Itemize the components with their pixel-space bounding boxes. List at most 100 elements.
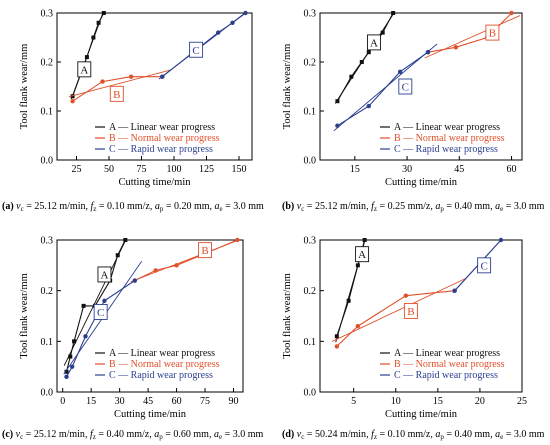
annotation-B-box [198, 242, 212, 259]
x-tick-label: 50 [104, 164, 114, 175]
x-tick-label: 60 [507, 164, 517, 175]
x-tick-label: 20 [475, 396, 485, 407]
series-B-point [70, 99, 75, 104]
annotation-B: B [485, 24, 500, 41]
series-B-point [153, 268, 158, 273]
series-A [334, 11, 396, 104]
legend-entry-A: A — Linear wear progress [394, 348, 500, 359]
caption-eq: = [503, 429, 514, 440]
caption-vc-value: 25.12 m/min [315, 201, 366, 212]
x-tick-label: 0 [60, 396, 65, 407]
x-axis-label: Cutting time/min [385, 177, 458, 188]
caption-ae-symbol: , a [209, 429, 219, 440]
legend-entry-A: A — Linear wear progress [394, 122, 500, 133]
series-C-point [102, 298, 107, 303]
annotation-B-box [109, 85, 124, 102]
caption-ap-symbol: , a [150, 201, 160, 212]
x-tick-label: 125 [199, 164, 214, 175]
y-tick-label: 0.2 [41, 286, 54, 297]
series-B-trend-line [424, 15, 521, 59]
series-C-point [230, 20, 235, 25]
panel-a: 25 50 75 100 125 150 0.0 0.1 0.2 0.3 Cutting time/… [2, 9, 264, 214]
x-tick-label: 15 [86, 396, 96, 407]
series-A-point [391, 11, 396, 15]
caption-ae-value: 3.0 mm [514, 201, 545, 212]
series-A-point [101, 11, 106, 15]
caption-label: (b) [282, 201, 294, 212]
y-tick-label: 0.3 [41, 236, 54, 247]
annotation-C-box [189, 41, 204, 58]
series-C-point [397, 69, 403, 75]
panel-b: 15 30 45 60 0.0 0.1 0.2 0.3 Cutting time/min Tool… [282, 9, 545, 214]
series-B-point [403, 293, 409, 298]
series-B-point [128, 74, 134, 79]
y-tick-label: 0.0 [304, 156, 317, 167]
series-A-point [84, 55, 89, 60]
series-B-point [100, 79, 105, 84]
annotation-C: C [477, 257, 492, 274]
x-tick-label: 30 [115, 396, 125, 407]
series-B-line [336, 290, 455, 347]
caption-ap-value: 0.40 mm [455, 201, 491, 212]
x-tick-label: 60 [172, 396, 182, 407]
series-B [130, 237, 240, 283]
series-A-point [91, 35, 96, 40]
caption: (d) vc = 50.24 m/min, fz = 0.10 mm/z, ap… [282, 429, 545, 441]
caption-ae-symbol: , a [490, 201, 500, 212]
series-B-line [427, 12, 512, 53]
caption-vc-sub: c [20, 433, 23, 441]
series-C-point [69, 364, 75, 369]
series-A-point [68, 354, 73, 359]
caption-vc-symbol: v [13, 429, 21, 440]
caption-ap-sub: p [440, 433, 444, 441]
legend-entry-C: C — Rapid wear progress [109, 144, 213, 155]
x-tick-label: 10 [391, 396, 401, 407]
y-axis-label: Tool flank wear/mm [19, 44, 30, 130]
caption-label: (a) [2, 201, 14, 212]
y-axis-label: Tool flank wear/mm [19, 273, 30, 359]
plot-frame [56, 239, 244, 393]
caption-eq: = [444, 429, 455, 440]
caption: (b) vc = 25.12 m/min, fz = 0.25 mm/z, ap… [282, 201, 545, 213]
caption-fz-value: 0.10 mm/z [388, 429, 431, 440]
caption: (a) vc = 25.12 m/min, fz = 0.10 mm/z, ap… [2, 201, 264, 213]
x-axis-label: Cutting time/min [114, 409, 187, 420]
series-B-point [355, 323, 361, 329]
x-tick-label: 5 [351, 396, 356, 407]
series-A-point [72, 339, 77, 344]
annotation-C-label: C [480, 260, 487, 272]
series-A-point [334, 334, 339, 339]
annotation-C-box [93, 303, 108, 320]
series-C-point [83, 334, 88, 339]
annotation-B-box [485, 24, 500, 41]
annotation-B: B [403, 302, 418, 319]
caption-eq: = [163, 429, 174, 440]
y-axis-label: Tool flank wear/mm [282, 273, 293, 359]
caption-fz-sub: z [93, 433, 96, 441]
caption-ae-symbol: , a [210, 201, 220, 212]
caption-vc-sub: c [301, 205, 304, 213]
caption-vc-sub: c [21, 205, 24, 213]
caption-eq: = [444, 201, 455, 212]
annotation-B: B [109, 85, 124, 102]
caption-ae-value: 3.0 mm [233, 201, 264, 212]
caption-fz-value: 0.10 mm/z [107, 201, 150, 212]
series-A-point [64, 369, 69, 374]
series-A-point [362, 238, 367, 242]
series-A [70, 11, 106, 100]
caption-ap-sub: p [159, 433, 163, 441]
series-C-point [160, 74, 165, 79]
caption-ae-sub: e [500, 433, 503, 441]
legend-entry-C: C — Rapid wear progress [394, 144, 498, 155]
caption-fz-symbol: , f [366, 429, 375, 440]
series-A-point [115, 253, 120, 258]
series-C-point [452, 288, 457, 293]
annotation-A-label: A [358, 249, 366, 261]
y-tick-label: 0.3 [304, 236, 317, 247]
x-tick-label: 15 [433, 396, 443, 407]
caption-ap-symbol: , a [430, 201, 440, 212]
y-axis-label: Tool flank wear/mm [282, 44, 293, 130]
caption-eq: = [304, 201, 315, 212]
